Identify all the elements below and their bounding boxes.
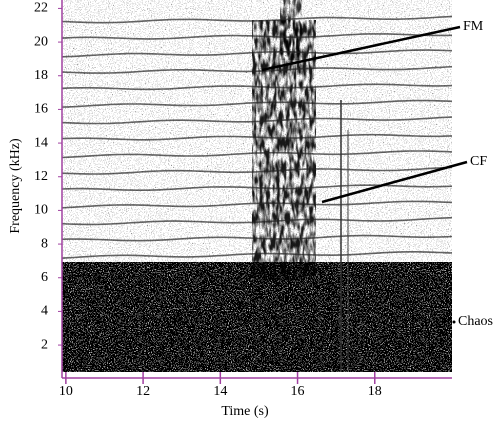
spectrogram xyxy=(61,0,453,372)
x-tick-label: 18 xyxy=(368,384,382,399)
annotation: CF xyxy=(470,154,487,169)
x-tick-label: 10 xyxy=(59,384,73,399)
harmonic xyxy=(61,116,453,125)
harmonic xyxy=(61,216,453,226)
harmonic xyxy=(61,33,453,40)
harmonic xyxy=(61,65,453,74)
y-axis-label: Frequency (kHz) xyxy=(8,138,23,234)
fm-burst-top xyxy=(280,0,302,60)
harmonic xyxy=(61,184,453,191)
y-tick-label: 22 xyxy=(34,1,48,16)
y-tick-label: 12 xyxy=(34,169,48,184)
y-tick-label: 4 xyxy=(41,304,48,319)
harmonic xyxy=(61,83,453,91)
annotation: FM xyxy=(463,19,484,34)
harmonic xyxy=(61,200,453,209)
y-tick-label: 2 xyxy=(41,337,48,352)
y-tick-label: 14 xyxy=(34,135,48,150)
x-axis-label: Time (s) xyxy=(221,404,269,419)
harmonic xyxy=(61,49,453,58)
annotation-line xyxy=(261,25,461,72)
y-tick-label: 6 xyxy=(41,270,48,285)
harmonic xyxy=(61,150,453,159)
fm-burst xyxy=(252,20,316,280)
annotation-line xyxy=(321,160,468,204)
harmonic xyxy=(61,99,453,108)
harmonic xyxy=(61,15,453,24)
harmonic xyxy=(61,251,453,259)
y-tick-label: 8 xyxy=(41,236,48,251)
annotation: Chaos xyxy=(458,314,493,329)
x-tick-label: 12 xyxy=(136,384,150,399)
harmonic xyxy=(61,166,453,175)
harmonic xyxy=(61,234,453,242)
y-tick-label: 18 xyxy=(34,68,48,83)
y-tick-label: 10 xyxy=(34,203,48,218)
y-tick-label: 20 xyxy=(34,34,48,49)
x-tick-label: 14 xyxy=(213,384,227,399)
y-tick-label: 16 xyxy=(34,102,48,117)
noise-low xyxy=(62,262,452,372)
harmonic xyxy=(61,133,453,141)
annotation-dot xyxy=(452,320,456,324)
x-tick-label: 16 xyxy=(291,384,305,399)
